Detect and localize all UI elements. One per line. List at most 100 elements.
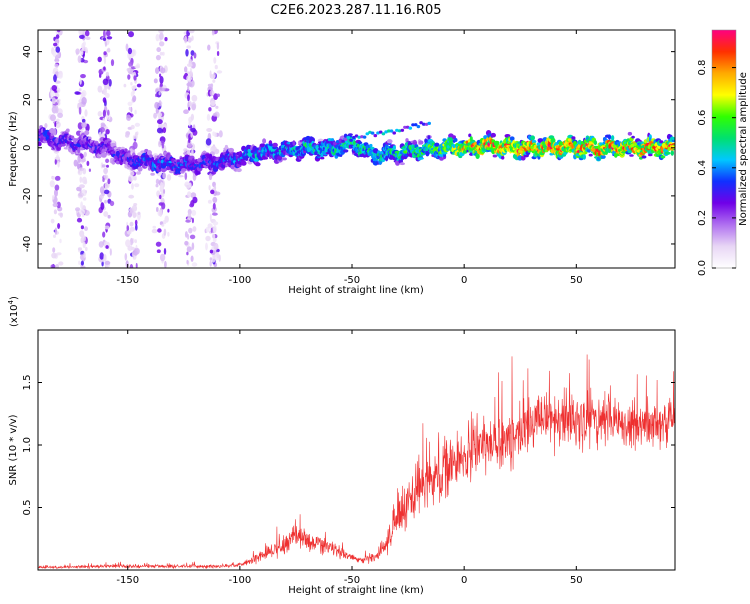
- spectrogram-cell: [212, 202, 216, 210]
- spectrogram-cell: [190, 50, 195, 56]
- spectrogram-cell: [93, 155, 96, 159]
- spectrogram-cell: [59, 238, 62, 244]
- spectrogram-cell: [78, 106, 82, 115]
- spectrogram-cell: [158, 209, 163, 217]
- spectrogram-cell: [54, 159, 57, 165]
- spectrogram-cell: [54, 80, 61, 84]
- spectrogram-cell: [372, 148, 379, 154]
- spectrogram-cell: [408, 126, 413, 130]
- spectrogram-cell: [453, 138, 458, 142]
- spectrogram-cell: [156, 190, 161, 197]
- spectrogram-cell: [57, 223, 61, 229]
- spectrogram-cell: [643, 139, 648, 144]
- spectrogram-cell: [135, 224, 138, 231]
- spectrogram-cell: [128, 31, 134, 38]
- spectrogram-cell: [163, 248, 167, 255]
- spectrogram-cell: [218, 130, 223, 138]
- spectrogram-cell: [55, 263, 59, 268]
- spectrogram-cell: [475, 153, 480, 160]
- spectrogram-cell: [185, 49, 189, 57]
- spectrogram-cell: [124, 252, 128, 261]
- spectrogram-cell: [126, 68, 131, 72]
- spectrogram-cell: [77, 247, 83, 251]
- spectrogram-x-ticks: -150 -100 -50 0 50: [116, 30, 583, 286]
- spectrogram-cell: [159, 76, 164, 84]
- spectrogram-cell: [58, 73, 63, 79]
- spectrogram-cell: [327, 138, 332, 142]
- spectrogram-cell: [136, 171, 141, 175]
- spectrogram-cell: [125, 260, 129, 268]
- spectrogram-panel: -150 -100 -50 0 50 -40 -20 0 20 40 Height of str…: [8, 29, 676, 296]
- spectrogram-cell: [129, 237, 134, 246]
- spectrogram-cell: [128, 106, 132, 111]
- spectrogram-cell: [105, 71, 110, 77]
- spectrogram-cell: [54, 188, 58, 197]
- spectrogram-cell: [157, 119, 163, 125]
- spectrogram-cell: [84, 130, 90, 136]
- spectrogram-cell: [156, 55, 161, 60]
- spectrogram-cell: [187, 191, 192, 198]
- spectrogram-cell: [186, 45, 191, 49]
- spectrogram-cell: [163, 228, 167, 236]
- spectrogram-cell: [103, 254, 107, 262]
- spectrogram-cell: [100, 122, 106, 127]
- spectrogram-cell: [56, 99, 60, 104]
- spectrogram-cell: [397, 129, 402, 133]
- spectrogram-cell: [150, 172, 155, 176]
- spectrogram-cell: [181, 168, 187, 172]
- spectrogram-cell: [216, 42, 220, 50]
- spectrogram-cell: [183, 75, 188, 80]
- spectrogram-cell: [240, 160, 247, 166]
- spectrogram-cell: [82, 265, 86, 268]
- spectrogram-cell: [509, 136, 515, 141]
- spectrogram-cell: [77, 55, 82, 63]
- spectrogram-cell: [131, 183, 134, 190]
- spectrogram-cell: [184, 240, 189, 246]
- spectrogram-cell: [101, 164, 106, 168]
- spectrogram-cell: [80, 49, 84, 56]
- spectrogram-cell: [81, 118, 86, 123]
- spectrogram-cell: [213, 57, 217, 64]
- spectrogram-cell: [130, 81, 133, 86]
- spectrogram-cell: [191, 35, 194, 41]
- spectrogram-y-tick-label: -40: [22, 236, 33, 252]
- spectrogram-cell: [210, 189, 215, 195]
- spectrogram-cell: [99, 127, 106, 133]
- spectrogram-cell: [78, 260, 81, 265]
- spectrogram-cell: [211, 30, 215, 36]
- spectrogram-cell: [97, 85, 103, 93]
- spectrogram-cell: [187, 37, 192, 43]
- spectrogram-cell: [191, 94, 198, 102]
- snr-y-ticks: 0.5 1.0 1.5: [22, 375, 675, 515]
- spectrogram-cell: [133, 75, 137, 81]
- spectrogram-cell: [128, 61, 134, 67]
- snr-y-tick-label: 1.0: [22, 437, 33, 453]
- spectrogram-cell: [208, 107, 212, 112]
- spectrogram-cell: [392, 145, 396, 150]
- spectrogram-cell: [209, 213, 212, 222]
- spectrogram-cell: [672, 137, 675, 141]
- spectrogram-cell: [582, 154, 587, 160]
- spectrogram-marks: [38, 30, 675, 268]
- spectrogram-cell: [501, 156, 505, 160]
- spectrogram-cell: [362, 135, 367, 139]
- spectrogram-cell: [80, 225, 84, 230]
- spectrogram-cell: [530, 135, 535, 141]
- snr-y-scale-label: (x104): [7, 296, 20, 327]
- spectrogram-cell: [189, 234, 196, 240]
- spectrogram-cell: [65, 128, 70, 133]
- spectrogram-cell: [88, 136, 92, 141]
- spectrogram-cell: [369, 143, 373, 148]
- spectrogram-cell: [125, 133, 130, 138]
- spectrogram-cell: [151, 228, 158, 234]
- spectrogram-cell: [161, 144, 165, 149]
- spectrogram-cell: [155, 241, 162, 247]
- spectrogram-cell: [205, 242, 208, 251]
- spectrogram-cell: [158, 91, 161, 96]
- spectrogram-cell: [137, 166, 143, 172]
- spectrogram-cell: [236, 168, 242, 173]
- spectrogram-cell: [106, 30, 111, 37]
- spectrogram-cell: [79, 230, 85, 238]
- spectrogram-cell: [448, 137, 454, 142]
- spectrogram-cell: [209, 260, 212, 267]
